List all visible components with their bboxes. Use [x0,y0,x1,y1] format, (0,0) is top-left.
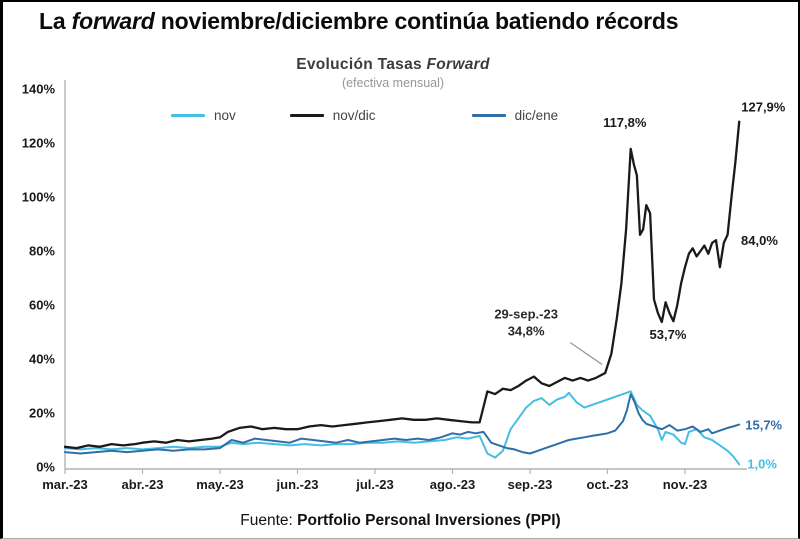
x-tick-label: jun.-23 [276,477,319,492]
x-tick-label: may.-23 [196,477,243,492]
legend-label-nov: nov [214,108,236,123]
x-tick-label: abr.-23 [122,477,164,492]
source-text: Portfolio Personal Inversiones (PPI) [297,512,561,529]
y-tick-label: 40% [29,352,55,367]
callout-text: 34,8% [508,324,545,339]
annotation-157: 15,7% [745,418,782,433]
source-label: Fuente: [240,512,298,529]
x-tick-label: oct.-23 [587,477,629,492]
annotation-1178: 117,8% [603,115,647,130]
legend-swatch-nov [171,114,205,117]
series-line-nov [64,390,741,466]
legend: nov nov/dic dic/ene [171,108,558,123]
chart-title-italic: Forward [426,56,490,73]
legend-swatch-dicene [471,114,506,117]
x-tick-label: mar.-23 [42,477,88,492]
legend-swatch-novdic [289,114,324,117]
x-tick-label: sep.-23 [508,477,553,492]
legend-label-dicene: dic/ene [514,108,559,123]
y-tick-label: 80% [29,244,55,259]
chart-subtitle: (efectiva mensual) [341,76,445,91]
annotation-537: 53,7% [650,327,687,342]
legend-item-dicene: dic/ene [471,108,559,123]
callout-text: 29-sep.-23 [494,307,558,322]
page-title: La forward noviembre/diciembre continúa … [39,8,679,35]
annotation-1279: 127,9% [741,100,786,115]
y-tick-label: 120% [22,136,56,151]
x-tick-label: ago.-23 [430,477,476,492]
legend-item-nov: nov [171,108,236,123]
x-tick-label: jul.-23 [355,477,394,492]
x-tick-label: nov.-23 [663,477,708,492]
legend-item-novdic: nov/dic [289,108,376,123]
legend-label-novdic: nov/dic [332,108,376,123]
y-tick-label: 100% [22,190,56,205]
callout-leader-line [569,341,603,365]
y-tick-label: 0% [36,460,55,475]
page-title-italic: forward [71,8,155,34]
annotation-10: 1,0% [747,456,777,471]
chart-title: Evolución Tasas Forward [3,55,783,74]
y-tick-label: 60% [29,298,55,313]
page-title-rest: noviembre/diciembre continúa batiendo ré… [154,8,679,34]
chart-title-main: Evolución Tasas [296,56,427,73]
y-tick-label: 20% [29,406,55,421]
page-title-prefix: La [39,8,72,34]
annotation-840: 84,0% [741,233,778,248]
series-line-dicene [64,393,741,455]
source-note: Fuente: Portfolio Personal Inversiones (… [3,512,798,530]
series-line-novdic [63,120,741,450]
chart-title-block: Evolución Tasas Forward (efectiva mensua… [3,55,783,92]
